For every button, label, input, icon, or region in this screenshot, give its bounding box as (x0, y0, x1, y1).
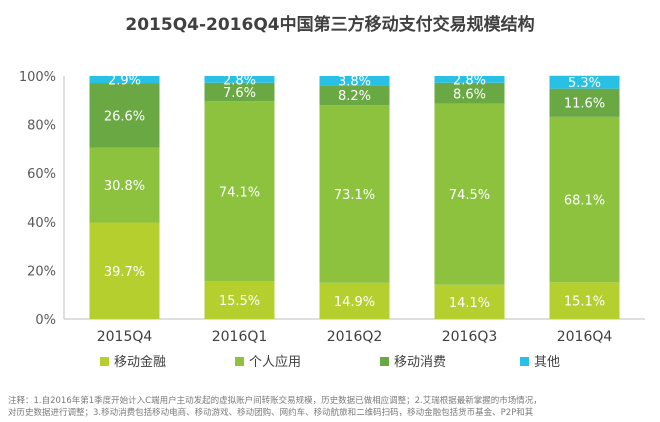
data-label: 73.1% (334, 188, 375, 203)
y-tick-label: 100% (19, 70, 56, 85)
data-label: 11.6% (564, 97, 605, 112)
data-label: 8.2% (338, 89, 371, 104)
bar-segment (434, 103, 505, 285)
bar-segment (434, 76, 505, 83)
footnote: 注释：1.自2016年第1季度开始计入C端用户主动发起的虚拟账户间转账交易规模，… (8, 395, 656, 419)
data-label: 14.1% (449, 296, 490, 311)
bar-segment (204, 281, 275, 319)
data-label: 26.6% (104, 109, 145, 124)
bar-segment (89, 76, 160, 84)
bar-segment (434, 284, 505, 319)
data-label: 15.1% (564, 295, 605, 310)
bar-segment (89, 83, 160, 148)
bar-segment (319, 282, 390, 319)
data-label: 2.8% (223, 73, 256, 88)
footnote-line-1: 注释：1.自2016年第1季度开始计入C端用户主动发起的虚拟账户间转账交易规模，… (8, 396, 542, 406)
footnote-line-2: 对历史数据进行调整；3.移动消费包括移动电商、移动游戏、移动团购、网约车、移动航… (8, 408, 534, 418)
data-label: 2.9% (108, 74, 141, 89)
bar-segment (319, 85, 390, 106)
bar-segment (319, 76, 390, 86)
data-label: 7.6% (223, 86, 256, 101)
data-label: 3.8% (338, 75, 371, 90)
legend-swatch (380, 357, 389, 366)
data-label: 14.9% (334, 295, 375, 310)
data-label: 74.1% (219, 185, 260, 200)
legend-swatch (520, 357, 529, 366)
bar-segment (204, 101, 275, 282)
data-label: 30.8% (104, 179, 145, 194)
y-tick-label: 40% (27, 216, 56, 231)
legend-swatch (100, 357, 109, 366)
chart-title: 2015Q4-2016Q4中国第三方移动支付交易规模结构 (125, 15, 535, 35)
bar-segment (89, 147, 160, 223)
data-label: 15.5% (219, 294, 260, 309)
y-tick-label: 0% (35, 313, 56, 328)
bar-segment (89, 222, 160, 319)
bar-segment (204, 82, 275, 102)
x-tick-label: 2016Q1 (212, 329, 268, 345)
data-label: 8.6% (453, 87, 486, 102)
legend-swatch (235, 357, 244, 366)
bar-segment (549, 88, 620, 117)
x-tick-label: 2016Q3 (442, 329, 498, 345)
data-label: 39.7% (104, 265, 145, 280)
bar-segment (204, 76, 275, 83)
bar-segment (434, 82, 505, 104)
data-label: 5.3% (568, 76, 601, 91)
bar-segment (549, 75, 620, 89)
legend-label: 个人应用 (249, 354, 301, 370)
legend-label: 移动消费 (394, 355, 446, 370)
data-label: 2.8% (453, 73, 486, 88)
legend-label: 其他 (534, 355, 560, 370)
x-tick-label: 2015Q4 (97, 329, 153, 345)
bar-segment (319, 105, 390, 283)
y-tick-label: 60% (27, 167, 56, 182)
legend-label: 移动金融 (114, 354, 166, 370)
data-label: 68.1% (564, 194, 605, 209)
x-tick-label: 2016Q2 (327, 329, 383, 345)
bar-segment (549, 282, 620, 319)
x-tick-label: 2016Q4 (557, 329, 613, 345)
bar-segment (549, 116, 620, 283)
y-tick-label: 20% (27, 264, 56, 279)
data-label: 74.5% (449, 188, 490, 203)
y-tick-label: 80% (27, 119, 56, 134)
